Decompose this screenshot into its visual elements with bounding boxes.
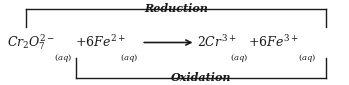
Text: Oxidation: Oxidation: [170, 72, 231, 83]
Text: $(aq)$: $(aq)$: [120, 52, 139, 64]
Text: $2Cr^{3+}$: $2Cr^{3+}$: [197, 35, 237, 50]
Text: $(aq)$: $(aq)$: [230, 52, 248, 64]
Text: $+ 6Fe^{2+}$: $+ 6Fe^{2+}$: [75, 35, 126, 50]
Text: $Cr_2O_7^{2-}$: $Cr_2O_7^{2-}$: [7, 33, 55, 52]
Text: Reduction: Reduction: [144, 3, 208, 14]
Text: $+ 6Fe^{3+}$: $+ 6Fe^{3+}$: [248, 35, 298, 50]
Text: $(aq)$: $(aq)$: [298, 52, 316, 64]
Text: $(aq)$: $(aq)$: [54, 52, 72, 64]
